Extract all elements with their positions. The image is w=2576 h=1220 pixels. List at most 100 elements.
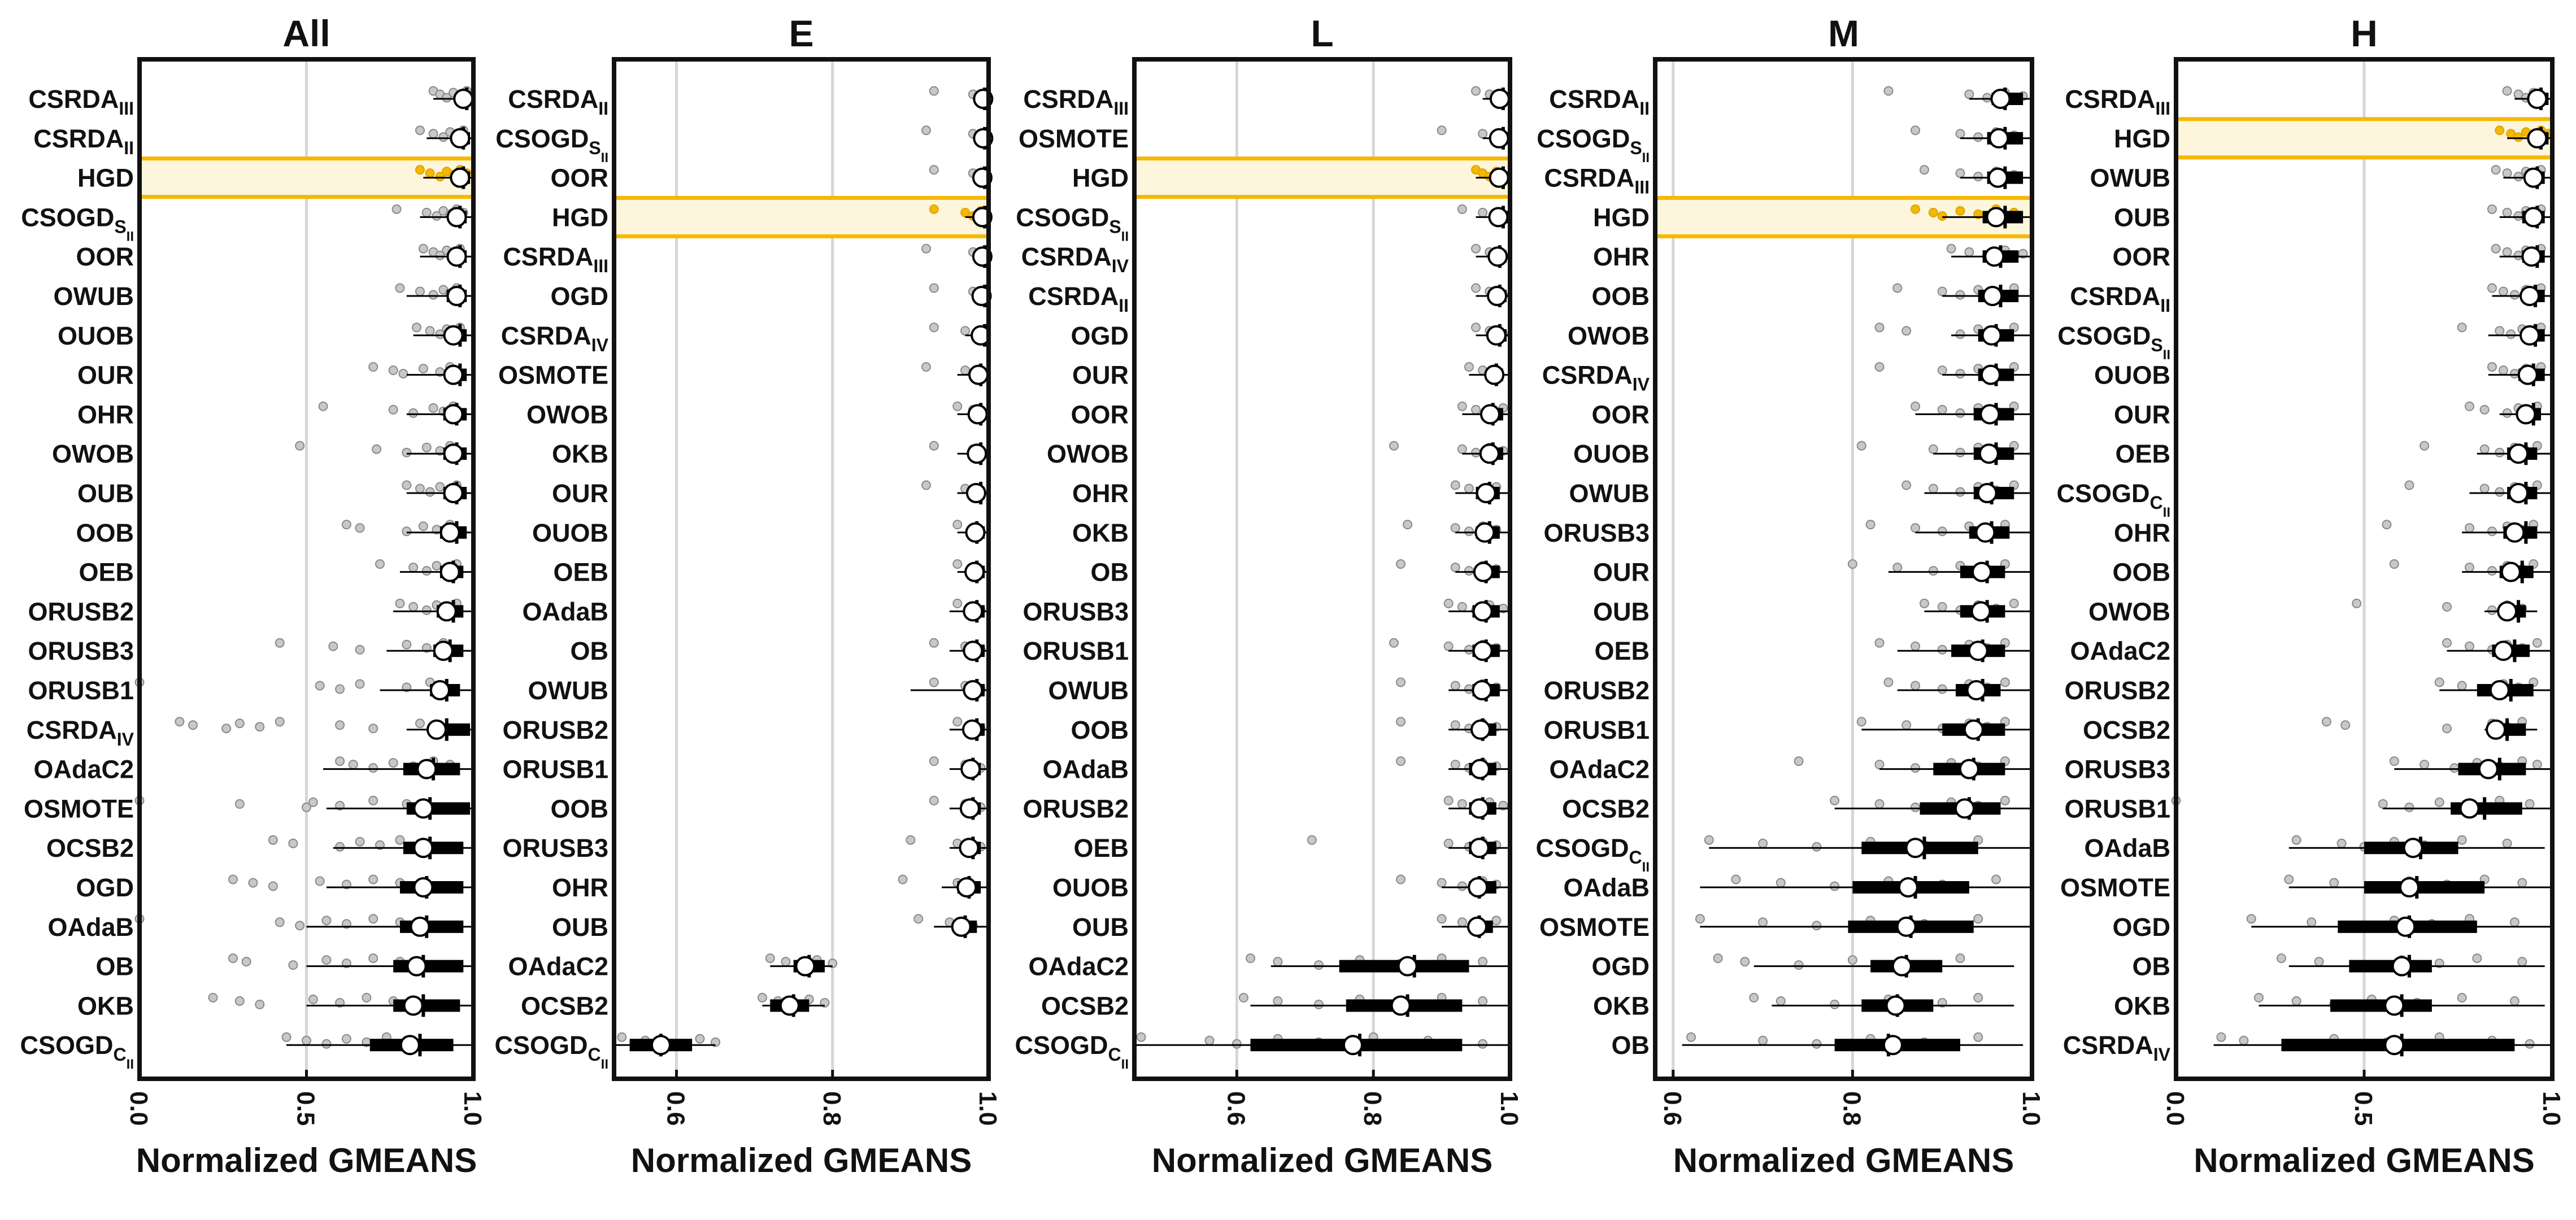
box-row-our [1464, 362, 1510, 386]
box-row-oub [1437, 914, 1510, 938]
mean-marker [1968, 640, 1988, 661]
data-point [2495, 326, 2505, 336]
data-point [1450, 480, 1460, 490]
data-point [1955, 408, 1965, 418]
data-point [1464, 526, 1474, 537]
row-label: OAdaB [1042, 755, 1129, 784]
row-label: OUR [77, 361, 134, 390]
box-row-orusb2 [2434, 677, 2552, 702]
data-point [1464, 483, 1474, 494]
data-point [2525, 1039, 2535, 1049]
data-point [355, 644, 365, 655]
row-label-name: CSOGD [1015, 1031, 1108, 1060]
row-label-name: OWOB [1047, 439, 1129, 468]
row-label-name: ORUSB2 [502, 716, 608, 744]
row-label-subscript: III [593, 256, 608, 276]
box-row-owob [952, 401, 989, 426]
mean-marker [2403, 838, 2423, 859]
box-row-owob [2352, 598, 2538, 623]
row-label: HGD [77, 164, 134, 193]
data-point [1464, 566, 1474, 576]
data-point [388, 404, 398, 415]
mean-marker [951, 916, 972, 937]
data-point [362, 992, 372, 1003]
mean-marker [436, 601, 457, 622]
mean-marker [433, 640, 454, 661]
row-label: OB [1612, 1031, 1650, 1060]
data-point [2502, 838, 2512, 848]
data-point [1919, 598, 1929, 608]
data-point [2479, 444, 2490, 454]
mean-marker [1990, 89, 2011, 109]
data-point [2321, 717, 2331, 727]
box [2330, 999, 2432, 1012]
box-row-csrda-ii [1471, 283, 1510, 307]
box-row-oadac2 [765, 953, 838, 978]
mean-marker [963, 680, 984, 700]
row-label: CSRDAII [1549, 85, 1650, 119]
data-point [1973, 1032, 1983, 1042]
data-point [1758, 1035, 1768, 1045]
row-label-name: OUR [552, 479, 608, 508]
mean-marker [1487, 286, 1508, 306]
box-row-ocsb2 [268, 835, 473, 860]
box-row-csogd-c [1134, 1032, 1510, 1057]
row-label-name: OOR [2112, 242, 2170, 271]
box-row-owub [1396, 677, 1510, 702]
data-point [1232, 1039, 1242, 1049]
data-point [1856, 441, 1866, 451]
box-row-owob [1874, 323, 2032, 347]
x-tick-label: 0.0 [2161, 1091, 2189, 1126]
mean-marker [2523, 167, 2544, 188]
box-row-csrda-iv [1471, 243, 1510, 268]
row-label: OWUB [2090, 164, 2170, 193]
box-row-oor [418, 243, 473, 268]
data-point [929, 283, 939, 293]
data-point [1901, 326, 1912, 336]
data-point [398, 369, 408, 379]
mean-marker [1469, 759, 1490, 779]
data-point [2307, 917, 2317, 927]
data-point [408, 408, 419, 418]
mean-marker [1896, 916, 1917, 937]
data-point [372, 444, 382, 454]
data-point [1478, 1039, 1488, 1049]
row-label-name: OGD [2112, 913, 2170, 942]
box-row-orusb3 [1865, 520, 2032, 544]
data-point [1812, 1039, 1822, 1049]
mean-marker [1469, 798, 1490, 819]
mean-marker [410, 916, 430, 937]
row-label-subscript: IV [1633, 374, 1650, 395]
row-label-name: OWOB [1568, 321, 1650, 350]
data-point [2495, 447, 2505, 457]
row-label-name: OGD [76, 873, 134, 902]
data-point [1955, 129, 1965, 139]
x-axis-label: Normalized GMEANS [2194, 1141, 2534, 1179]
data-point [2420, 441, 2430, 451]
data-point [415, 718, 425, 729]
data-point [341, 520, 351, 530]
data-point [1457, 401, 1467, 411]
box-row-orusb3 [2389, 756, 2552, 781]
data-point [1794, 756, 1804, 766]
data-point [255, 999, 265, 1009]
row-label: ORUSB3 [502, 834, 608, 862]
data-point [368, 724, 378, 734]
row-label-subsubscript: II [1642, 150, 1650, 165]
mean-marker [1980, 364, 2001, 385]
data-point [1478, 207, 1488, 217]
row-label: ORUSB3 [2064, 755, 2170, 784]
data-point [1389, 441, 1399, 451]
data-point [913, 914, 924, 924]
box-row-csogd-c [2404, 480, 2552, 504]
row-label: OHR [2114, 518, 2170, 547]
mean-marker [2489, 680, 2510, 700]
row-label: ORUSB3 [1022, 597, 1129, 626]
row-label-name: CSOGD [495, 1031, 588, 1060]
data-point [2314, 957, 2324, 967]
mean-marker [446, 286, 467, 306]
row-label: OUOB [532, 518, 608, 547]
row-label: OWUB [1048, 676, 1129, 705]
row-label-name: OSMOTE [1539, 913, 1650, 942]
row-label: OUOB [1052, 873, 1129, 902]
